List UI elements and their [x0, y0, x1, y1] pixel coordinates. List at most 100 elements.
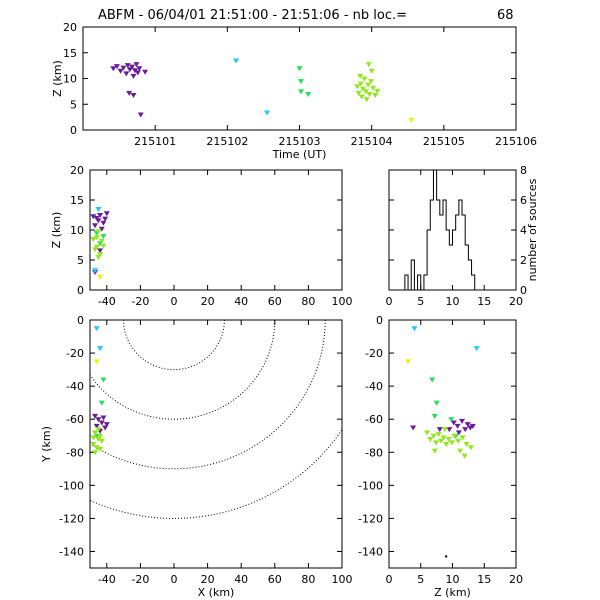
data-point: [367, 79, 374, 85]
y-tick-label: 6: [520, 194, 527, 207]
data-point: [100, 234, 107, 239]
time-height-frame: [82, 26, 517, 131]
data-point: [98, 226, 105, 232]
data-point: [102, 216, 109, 222]
y-axis-label: Y (km): [40, 426, 53, 463]
data-point: [436, 427, 443, 433]
y-tick-label: -100: [59, 479, 84, 492]
x-height-panel: -40 -20 0 20 40 60 80 100 0 5 10 15 20 Z (km): [50, 164, 353, 308]
x-tick-label: 215102: [206, 135, 248, 148]
data-point: [365, 82, 372, 88]
range-ring: [90, 320, 276, 420]
data-point: [296, 66, 303, 72]
y-tick-label: 15: [70, 194, 84, 207]
x-tick-label: 5: [417, 573, 424, 586]
data-point: [130, 73, 137, 79]
plan-view-panel: -40 -20 0 20 40 60 80 100 0 -20 -40 -60 -80 -100 -120 -…: [40, 314, 353, 599]
y-tick-label: -40: [66, 380, 84, 393]
data-point: [131, 68, 138, 74]
data-point: [92, 413, 99, 419]
x-tick-label: 10: [446, 295, 460, 308]
data-point: [136, 66, 143, 72]
data-point: [97, 346, 104, 352]
data-point: [97, 252, 104, 257]
data-point: [95, 218, 102, 224]
data-point: [354, 84, 361, 90]
location-count: 68: [497, 8, 514, 23]
x-tick-label: 20: [509, 573, 523, 586]
x-tick-label: 5: [417, 295, 424, 308]
data-point: [93, 445, 100, 451]
data-point: [448, 417, 455, 423]
data-point: [361, 76, 368, 82]
data-point: [92, 247, 99, 253]
x-tick-label: 20: [509, 295, 523, 308]
data-point: [429, 377, 436, 383]
data-point: [305, 91, 312, 97]
x-tick-label: 60: [268, 295, 282, 308]
data-point: [100, 415, 107, 421]
x-tick-label: 10: [446, 573, 460, 586]
y-tick-label: -80: [365, 446, 383, 459]
data-point: [142, 69, 149, 75]
x-axis-label: Z (km): [434, 586, 471, 599]
x-tick-label: 215104: [351, 135, 393, 148]
x-axis-label: Time (UT): [272, 148, 327, 161]
histogram-bar: [456, 215, 459, 290]
data-point: [103, 211, 110, 217]
data-point: [443, 442, 450, 447]
data-point: [365, 62, 372, 68]
data-point: [97, 213, 104, 218]
y-tick-label: 20: [63, 21, 77, 34]
data-point: [432, 440, 439, 446]
data-point: [103, 422, 110, 428]
data-point: [427, 437, 434, 443]
data-point: [358, 94, 365, 100]
x-tick-label: 15: [477, 295, 491, 308]
x-tick-label: -20: [131, 295, 149, 308]
data-point: [97, 248, 104, 254]
data-point: [97, 446, 104, 452]
x-tick-label: 215106: [495, 135, 537, 148]
histogram-bar: [468, 260, 471, 290]
y-tick-label: 5: [77, 254, 84, 267]
data-point: [448, 440, 455, 446]
y-tick-label: -80: [66, 446, 84, 459]
x-tick-label: 80: [301, 573, 315, 586]
x-tick-label: 80: [301, 295, 315, 308]
x-tick-label: 0: [386, 573, 393, 586]
x-height-frame: [89, 169, 343, 291]
data-point: [467, 445, 474, 451]
data-point: [411, 326, 418, 332]
histogram-bar: [433, 170, 436, 290]
histogram-bar: [405, 275, 408, 290]
data-point: [440, 435, 447, 441]
data-point: [463, 442, 470, 447]
data-point: [110, 66, 117, 72]
data-point: [90, 435, 97, 441]
data-point: [374, 88, 381, 94]
data-point: [113, 64, 120, 70]
histogram-bar: [462, 215, 465, 290]
y-tick-label: -60: [66, 413, 84, 426]
data-point: [433, 400, 440, 406]
y-tick-label: 20: [70, 164, 84, 177]
data-point: [473, 346, 480, 352]
data-point: [95, 229, 102, 235]
data-point: [95, 417, 102, 423]
time-height-panel: 215101 215102 215103 215104 215105 215106 0 5 10…: [51, 21, 537, 161]
data-point: [297, 79, 304, 85]
histogram-bar: [437, 200, 440, 290]
figure-title: ABFM - 06/04/01 21:51:00 - 21:51:06 - nb…: [98, 8, 407, 23]
data-point: [98, 438, 105, 444]
data-point: [462, 427, 469, 433]
data-point: [92, 268, 99, 274]
data-point: [355, 90, 362, 96]
data-point: [445, 437, 452, 443]
range-ring: [123, 320, 225, 371]
y-axis-label: Z (km): [50, 212, 63, 249]
y-tick-label: 0: [520, 284, 527, 297]
data-point: [123, 71, 130, 77]
data-point: [372, 92, 379, 98]
x-tick-label: 20: [201, 573, 215, 586]
